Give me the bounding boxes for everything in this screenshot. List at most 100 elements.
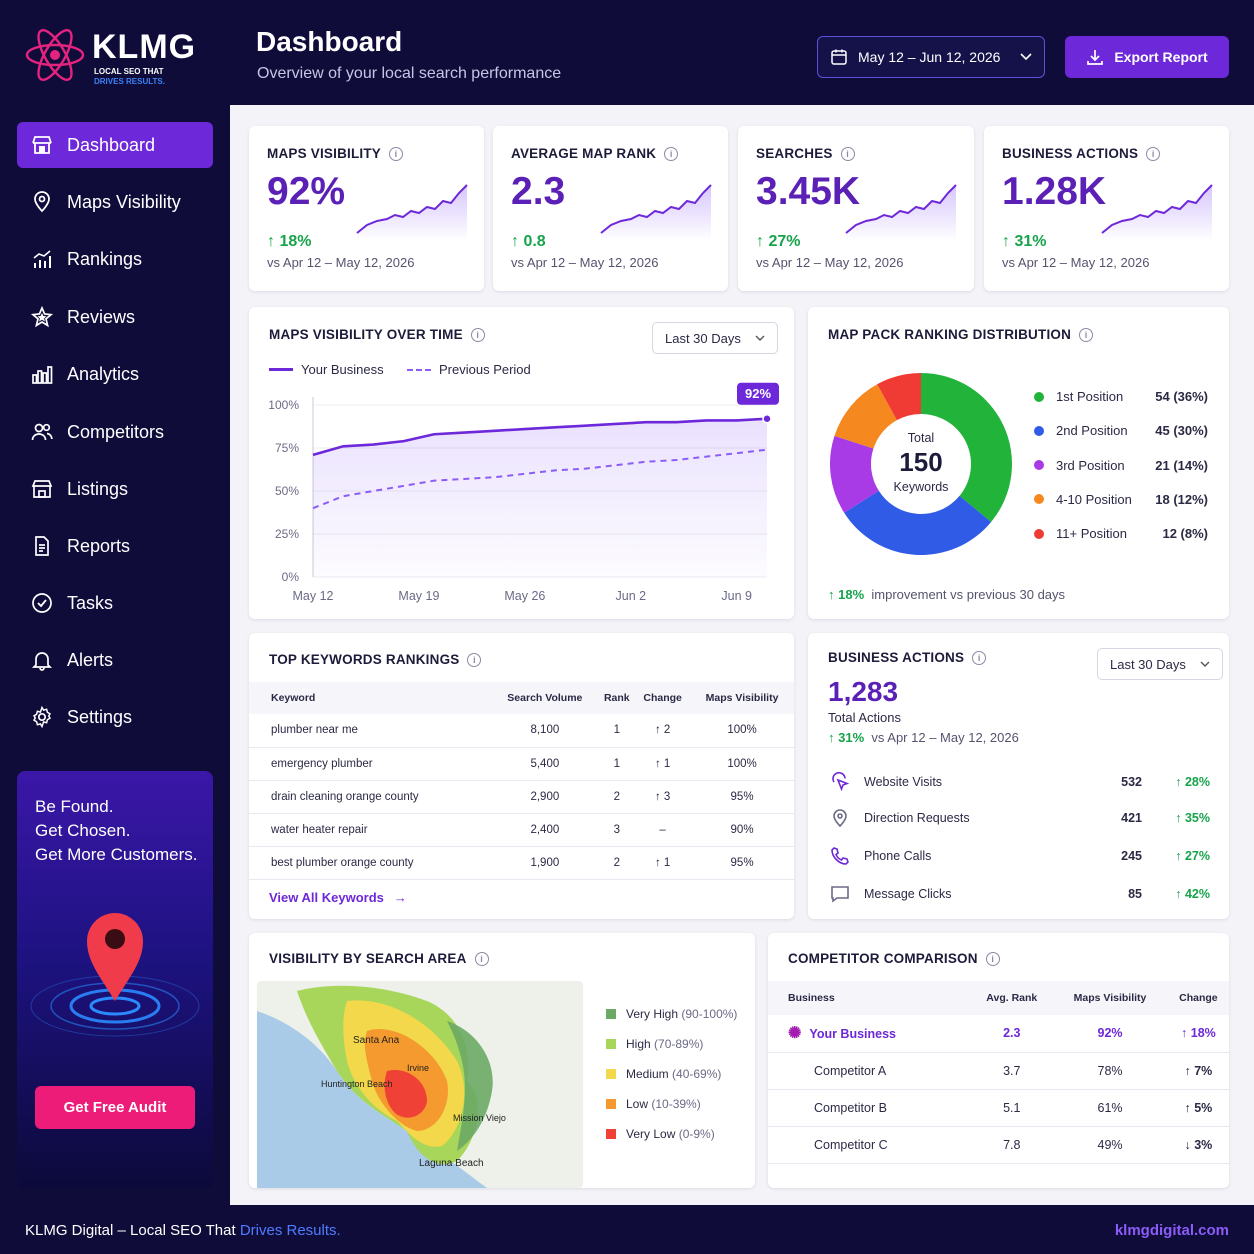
range-dropdown[interactable]: Last 30 Days xyxy=(1097,648,1223,680)
brand-atom-icon: ✺ xyxy=(788,1025,802,1043)
sidebar-item-label: Analytics xyxy=(67,363,140,384)
brand-logo[interactable]: KLMG LOCAL SEO THAT DRIVES RESULTS. xyxy=(24,24,224,92)
main-content: MAPS VISIBILITY i 92% ↑ 18% vs Apr 12 – M… xyxy=(230,105,1254,1205)
keyword-row[interactable]: water heater repair 2,400 3–90% xyxy=(249,813,794,847)
col-rank[interactable]: Rank xyxy=(598,682,636,714)
export-report-label: Export Report xyxy=(1114,49,1208,65)
range-dropdown[interactable]: Last 30 Days xyxy=(652,322,778,354)
sidebar-item-rankings[interactable]: Rankings xyxy=(17,236,213,282)
top-keywords-card: TOP KEYWORDS RANKINGS i Keyword Search Vo… xyxy=(249,633,794,919)
sidebar-item-label: Tasks xyxy=(67,592,114,613)
heat-legend-item: Medium (40-69%) xyxy=(606,1067,721,1081)
rank-cell: 3.7 xyxy=(971,1052,1053,1090)
location-pin-illustration-icon xyxy=(30,913,200,1037)
competitor-table: Business Avg. Rank Maps Visibility Chang… xyxy=(768,981,1229,1164)
business-actions-total-label: Total Actions xyxy=(828,710,901,725)
kpi-compare: vs Apr 12 – May 12, 2026 xyxy=(267,255,415,270)
sidebar-item-listings[interactable]: Listings xyxy=(17,466,213,512)
competitor-comparison-card: COMPETITOR COMPARISON i Business Avg. Ran… xyxy=(768,933,1229,1188)
legend-swatch-solid xyxy=(269,368,293,371)
col-search-volume[interactable]: Search Volume xyxy=(491,682,599,714)
rankings-icon xyxy=(33,250,51,268)
sidebar-item-analytics[interactable]: Analytics xyxy=(17,351,213,397)
sidebar-item-dashboard[interactable]: Dashboard xyxy=(17,122,213,168)
store-icon xyxy=(31,480,53,498)
legend-current: Your Business xyxy=(269,362,384,377)
kpi-change: ↑ 31% xyxy=(1002,233,1047,250)
donut-slice[interactable] xyxy=(877,373,921,421)
heat-legend-item: Very High (90-100%) xyxy=(606,1007,737,1021)
sidebar-item-label: Maps Visibility xyxy=(67,191,181,212)
keyword-row[interactable]: plumber near me 8,100 1 ↑ 2 100% xyxy=(249,714,794,748)
competitor-row[interactable]: Competitor C 7.8 49% ↓ 3% xyxy=(768,1126,1229,1164)
donut-total-value: 150 xyxy=(899,447,943,477)
col-business[interactable]: Business xyxy=(768,981,972,1015)
col-change[interactable]: Change xyxy=(1167,981,1229,1015)
sparkline xyxy=(1101,184,1213,241)
change-cell: ↑ 5% xyxy=(1167,1089,1229,1127)
footer: KLMG Digital – Local SEO That Drives Res… xyxy=(0,1207,1254,1254)
heat-map[interactable]: Santa Ana Huntington Beach Irvine Laguna… xyxy=(257,981,583,1188)
kpi-value: 2.3 xyxy=(511,170,566,213)
promo-card: Be Found. Get Chosen. Get More Customers… xyxy=(17,771,213,1189)
sidebar-item-reports[interactable]: Reports xyxy=(17,523,213,569)
col-maps-visibility[interactable]: Maps Visibility xyxy=(1052,981,1168,1015)
col-change[interactable]: Change xyxy=(635,682,691,714)
keyword-row[interactable]: drain cleaning orange county 2,900 2 ↑ 3 95% xyxy=(249,780,794,814)
sidebar-item-tasks[interactable]: Tasks xyxy=(17,580,213,626)
rank-cell: 2 xyxy=(598,780,636,814)
info-icon[interactable]: i xyxy=(470,327,485,342)
keyword-cell: plumber near me xyxy=(249,714,492,748)
download-icon xyxy=(1087,50,1104,65)
sparkline xyxy=(356,184,468,241)
visibility-cell: 100% xyxy=(690,714,794,748)
keyword-row[interactable]: emergency plumber 5,400 1 ↑ 1 100% xyxy=(249,747,794,781)
info-icon[interactable]: i xyxy=(972,650,987,665)
legend-swatch xyxy=(606,1069,616,1079)
export-report-button[interactable]: Export Report xyxy=(1065,36,1229,78)
sidebar-item-label: Competitors xyxy=(67,421,165,442)
date-range-picker[interactable]: May 12 – Jun 12, 2026 xyxy=(817,36,1045,78)
sidebar-item-competitors[interactable]: Competitors xyxy=(17,409,213,455)
sidebar-item-alerts[interactable]: Alerts xyxy=(17,637,213,683)
info-icon[interactable]: i xyxy=(664,146,679,161)
sidebar-item-reviews[interactable]: Reviews xyxy=(17,294,213,340)
business-actions-change: ↑ 31% vs Apr 12 – May 12, 2026 xyxy=(828,730,1019,745)
col-maps-visibility[interactable]: Maps Visibility xyxy=(690,682,794,714)
competitor-row[interactable]: Competitor B 5.1 61% ↑ 5% xyxy=(768,1089,1229,1127)
legend-dot xyxy=(1034,425,1044,436)
search-area-card: VISIBILITY BY SEARCH AREA i Santa Ana Hun… xyxy=(249,933,755,1188)
footer-website-link[interactable]: klmgdigital.com xyxy=(1114,1222,1229,1239)
sparkline xyxy=(600,184,712,241)
info-icon[interactable]: i xyxy=(474,951,489,966)
donut-slice[interactable] xyxy=(921,373,1012,523)
info-icon[interactable]: i xyxy=(985,951,1000,966)
donut-slice[interactable] xyxy=(830,435,879,513)
kpi-value: 3.45K xyxy=(756,170,861,213)
legend-previous: Previous Period xyxy=(407,362,531,377)
change-cell: ↑ 1 xyxy=(635,846,691,880)
donut-slice[interactable] xyxy=(844,490,992,555)
info-icon[interactable]: i xyxy=(840,146,855,161)
col-avg-rank[interactable]: Avg. Rank xyxy=(971,981,1053,1015)
info-icon[interactable]: i xyxy=(467,652,482,667)
donut-slice[interactable] xyxy=(834,384,897,449)
distribution-legend-item: 2nd Position 45 (30%) xyxy=(1034,423,1208,438)
sidebar-item-settings[interactable]: Settings xyxy=(17,694,213,740)
competitor-row[interactable]: ✺ Your Business 2.3 92% ↑ 18% xyxy=(768,1015,1229,1053)
view-all-keywords-link[interactable]: View All Keywords → xyxy=(269,890,407,905)
distribution-legend-item: 11+ Position 12 (8%) xyxy=(1034,526,1208,541)
info-icon[interactable]: i xyxy=(389,146,404,161)
keyword-row[interactable]: best plumber orange county 1,900 2 ↑ 1 95% xyxy=(249,846,794,880)
action-row-direction-requests: Direction Requests 421 ↑ 35% xyxy=(830,808,1210,828)
end-point-marker[interactable] xyxy=(762,414,772,424)
info-icon[interactable]: i xyxy=(1146,146,1161,161)
kpi-change: ↑ 18% xyxy=(267,233,312,250)
get-free-audit-button[interactable]: Get Free Audit xyxy=(35,1086,195,1129)
competitor-row[interactable]: Competitor A 3.7 78% ↑ 7% xyxy=(768,1052,1229,1090)
col-keyword[interactable]: Keyword xyxy=(249,682,492,714)
info-icon[interactable]: i xyxy=(1079,327,1094,342)
x-tick-label: May 26 xyxy=(504,589,545,603)
sidebar-item-maps-visibility[interactable]: Maps Visibility xyxy=(17,179,213,225)
change-cell: – xyxy=(635,813,691,847)
